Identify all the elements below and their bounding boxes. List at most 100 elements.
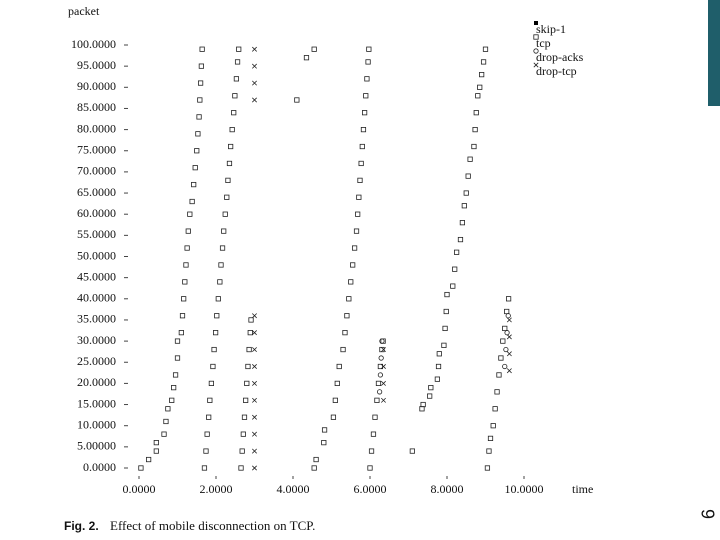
data-point [229,127,235,133]
data-point [370,431,377,437]
data-point [252,414,257,420]
y-tick-label: 90.0000 [77,79,116,93]
data-point [368,448,375,454]
data-point [294,97,300,103]
data-point [441,342,447,348]
data-point [340,346,346,353]
legend-label: skip-1 [536,22,566,36]
accent-bar [708,0,720,106]
data-point [187,211,193,217]
data-point [506,351,512,357]
x-tick-label: 4.0000 [277,482,310,496]
data-point [436,351,442,357]
data-point [174,338,181,344]
data-point [225,177,231,183]
data-point [372,414,378,420]
x-tick-label: 8.0000 [431,482,464,496]
data-point [204,431,210,437]
y-tick-label: 15.0000 [77,396,116,410]
data-point [356,194,362,200]
data-point [494,389,500,395]
data-point [252,46,257,52]
data-point [196,114,202,120]
data-point [452,266,458,272]
data-point [434,376,440,382]
data-point [475,93,481,99]
data-point [506,334,512,340]
data-point [362,110,368,116]
data-point [252,431,257,437]
data-point [183,262,189,268]
data-point [366,46,372,52]
data-point [346,296,352,302]
data-point [247,330,253,336]
data-point [380,363,386,369]
data-point [146,456,152,463]
data-point [357,177,363,183]
data-point [239,448,245,454]
data-point [179,313,186,319]
data-point [252,397,257,403]
data-point [169,397,175,403]
y-tick-label: 5.00000 [77,439,116,453]
data-point [313,456,319,463]
data-point [365,59,371,65]
y-tick-label: 75.0000 [77,143,116,157]
data-point [189,198,195,205]
data-point [228,143,234,150]
data-point [244,380,250,387]
data-point [191,181,197,188]
data-point [252,448,257,454]
y-tick-label: 65.0000 [77,185,116,199]
data-point [252,80,257,86]
data-point [443,308,449,315]
y-tick-label: 60.0000 [77,206,116,220]
data-point [234,59,241,65]
data-point [219,245,226,251]
data-point [374,397,380,403]
data-point [502,325,508,332]
data-point [500,338,506,344]
x-tick-label: 0.0000 [123,482,156,496]
x-axis-label: time [572,482,593,496]
data-point [360,127,367,133]
data-point [231,110,237,116]
data-point [192,165,198,171]
data-point [463,190,469,196]
y-tick-label: 45.0000 [77,269,116,283]
data-point [486,448,492,454]
y-tick-label: 30.0000 [77,333,116,347]
data-point [181,296,187,302]
x-tick-label: 6.0000 [354,482,387,496]
data-point [197,97,203,103]
data-point [472,127,478,133]
data-point [195,131,201,137]
y-tick-label: 20.0000 [77,375,116,389]
data-point [252,363,257,369]
data-point [498,355,504,361]
data-point [503,346,509,353]
data-point [380,347,386,353]
data-point [473,110,479,116]
x-tick-label: 2.0000 [200,482,233,496]
data-point [311,46,317,52]
data-point [207,397,213,403]
data-point [442,325,448,332]
data-point [377,372,383,378]
data-point [252,63,257,69]
data-point [252,313,257,319]
data-point [224,194,230,200]
data-point [197,80,204,86]
data-point [353,228,360,234]
y-tick-label: 55.0000 [77,227,116,241]
data-point [504,308,510,315]
data-point [332,397,338,403]
legend-label: tcp [536,36,551,50]
data-point [208,380,214,387]
y-tick-label: 70.0000 [77,164,116,178]
data-point [502,363,508,370]
data-point [505,313,511,319]
y-tick-label: 100.0000 [71,37,116,51]
data-point [379,338,385,344]
data-point [358,160,364,167]
